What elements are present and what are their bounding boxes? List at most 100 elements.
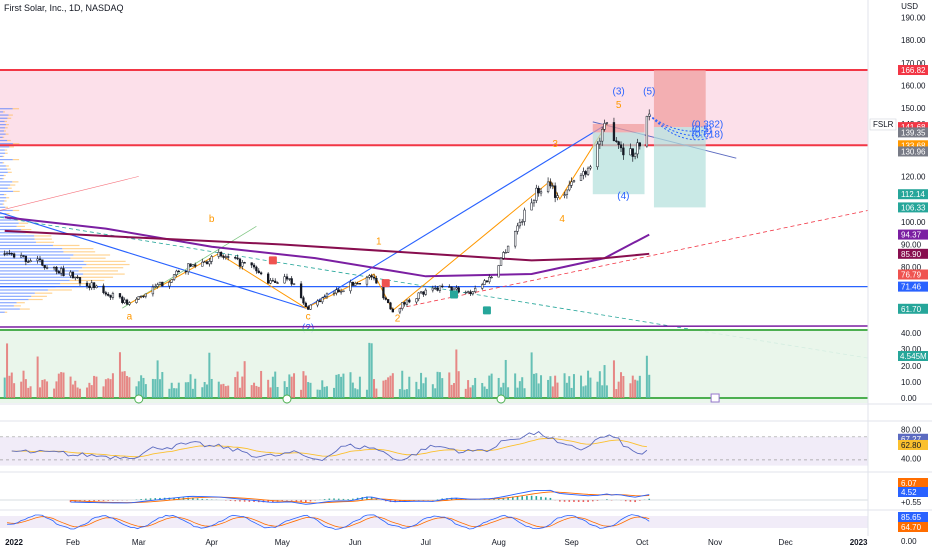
macd-bar (88, 500, 91, 502)
candle (535, 184, 538, 204)
volume-bar (267, 379, 270, 398)
volume-bar (71, 384, 74, 398)
volume-bar (523, 388, 526, 398)
volume-bar (507, 387, 510, 398)
candle (288, 278, 291, 282)
volume-bar (255, 385, 258, 398)
volume-profile-bar (73, 254, 111, 256)
macd-bar (248, 500, 251, 502)
volume-profile-bar (16, 225, 25, 227)
macd-bar (577, 500, 580, 502)
candle (332, 290, 336, 297)
candles (3, 109, 651, 315)
candle (629, 143, 632, 156)
volume-profile-bar (0, 178, 3, 180)
candle (436, 285, 439, 292)
time-tick-label: Nov (708, 538, 722, 547)
candle (553, 182, 557, 203)
volume-bar (549, 376, 552, 398)
volume-bar (288, 374, 291, 398)
candle-body (210, 256, 213, 262)
volume-profile-bar (10, 184, 16, 186)
volume-profile-bar (0, 295, 32, 297)
candle-body (5, 252, 9, 255)
candle-body (601, 129, 604, 142)
volume-bar (241, 376, 244, 398)
volume-profile-bar (5, 206, 8, 208)
fib-label: (0.618) (692, 130, 724, 141)
volume-bar (471, 385, 474, 398)
volume-bar (238, 387, 241, 398)
candle-body (187, 263, 190, 273)
volume-bar (474, 377, 477, 398)
volume-bar (13, 383, 16, 398)
candle-body (372, 276, 376, 279)
candle-body (419, 291, 423, 294)
macd-bar (639, 500, 641, 501)
candle (29, 258, 32, 263)
candle (55, 265, 58, 275)
candle-body (450, 286, 453, 292)
candle-body (530, 202, 533, 211)
volume-bar (450, 384, 453, 398)
volume-bar (587, 370, 590, 398)
volume-profile-bar (0, 292, 35, 294)
price-tick-label: 166.82 (901, 66, 926, 75)
volume-profile-bar (0, 225, 17, 227)
macd-bar (149, 498, 152, 500)
candle (205, 260, 209, 265)
candle-body (563, 194, 566, 196)
volume-bar (78, 388, 81, 398)
volume-tick-label: 30.00 (901, 345, 922, 354)
candle-body (584, 171, 587, 175)
candle-body (177, 270, 180, 273)
volume-profile-bar (0, 254, 74, 256)
volume-bar (417, 389, 420, 398)
candle (12, 252, 16, 259)
volume-profile-bar (86, 263, 130, 266)
volume-profile-bar (62, 248, 94, 250)
macd-bar (295, 500, 298, 502)
volume-bar (123, 371, 126, 398)
candle (612, 117, 616, 142)
candle (633, 152, 637, 160)
candle (194, 262, 197, 269)
rsi-value-label: 67.27 (901, 435, 922, 444)
candle (292, 283, 296, 286)
volume-profile-bar (8, 114, 13, 116)
volume-bar (368, 342, 371, 398)
volume-bar (24, 379, 27, 398)
volume-bar (605, 385, 608, 398)
candle-body (323, 296, 326, 299)
candle-body (283, 276, 286, 284)
macd-bar (455, 498, 458, 500)
volume-bar (220, 384, 223, 398)
candle (351, 281, 354, 286)
candle (208, 258, 211, 267)
candle (466, 290, 470, 294)
candle-body (572, 180, 576, 183)
candle-body (90, 282, 93, 289)
candle-body (43, 265, 46, 268)
volume-profile-bar (12, 209, 20, 212)
candle (349, 279, 352, 294)
price-tick-label: 120.00 (901, 172, 926, 181)
candle-body (516, 225, 519, 232)
price-badge (898, 269, 928, 280)
candle (532, 199, 536, 207)
volume-bar (187, 382, 190, 398)
candle (210, 254, 213, 265)
volume-profile-bar (3, 111, 5, 113)
candle-body (464, 291, 467, 294)
candle-body (201, 261, 204, 267)
candle (502, 251, 505, 260)
macd-bar (201, 498, 204, 500)
macd-bar (535, 496, 538, 500)
candle-body (351, 281, 354, 286)
candle-body (107, 293, 110, 296)
volume-bar (403, 389, 406, 398)
macd-bar (587, 500, 589, 502)
candle (154, 283, 157, 288)
candle-body (391, 308, 394, 313)
